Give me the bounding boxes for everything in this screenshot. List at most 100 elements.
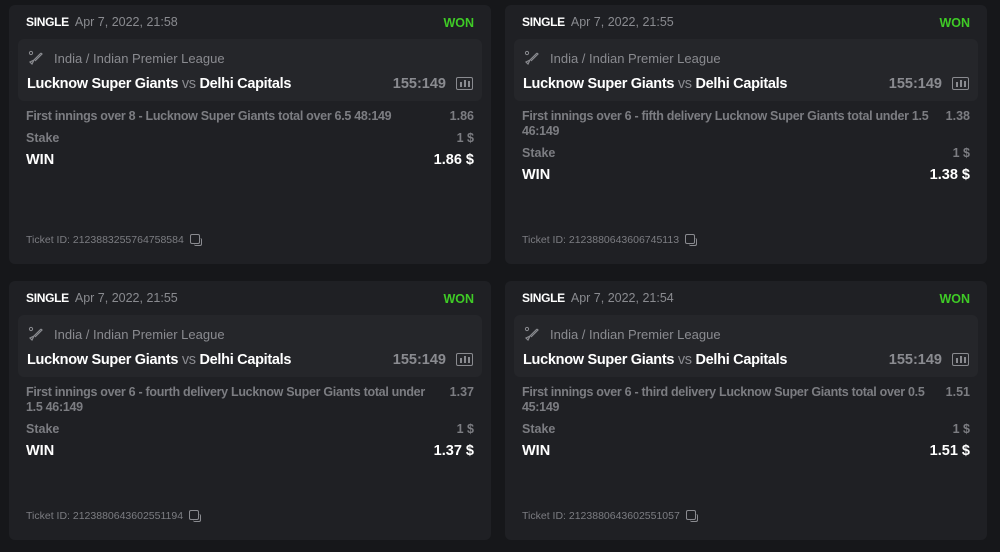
bet-type: SINGLE (26, 15, 69, 29)
league-name: India / Indian Premier League (54, 327, 225, 342)
win-row: WIN 1.37 $ (26, 443, 474, 459)
league-name: India / Indian Premier League (54, 51, 225, 66)
match-score: 155:149 (392, 76, 446, 92)
vs-label: vs (677, 76, 692, 92)
copy-icon[interactable] (189, 510, 202, 522)
bet-card: SINGLE Apr 7, 2022, 21:58 WON India / Ind… (9, 5, 491, 264)
cricket-icon (524, 50, 539, 66)
stats-icon[interactable] (952, 77, 969, 90)
home-team: Lucknow Super Giants (27, 352, 179, 368)
bet-market: First innings over 6 - third delivery Lu… (522, 385, 925, 414)
cricket-icon (28, 50, 43, 66)
status-badge: WON (939, 292, 970, 306)
bet-odds: 1.38 (945, 109, 970, 123)
ticket-id-text: Ticket ID: 2123880643602551057 (522, 510, 680, 522)
bet-type: SINGLE (522, 291, 565, 305)
win-value: 1.86 $ (433, 152, 474, 168)
bet-market: First innings over 8 - Lucknow Super Gia… (26, 109, 392, 123)
bet-card: SINGLE Apr 7, 2022, 21:54 WON India / Ind… (505, 281, 987, 540)
bet-date: Apr 7, 2022, 21:54 (570, 291, 674, 305)
ticket-id-text: Ticket ID: 2123880643606745113 (522, 234, 680, 246)
status-badge: WON (443, 16, 474, 30)
vs-label: vs (181, 352, 196, 368)
stake-value: 1 $ (456, 131, 474, 145)
stats-icon[interactable] (952, 353, 969, 366)
win-label: WIN (522, 167, 551, 183)
home-team: Lucknow Super Giants (27, 76, 179, 92)
match-teams: Lucknow Super Giants vs Delhi Capitals (523, 352, 787, 368)
ticket-id: Ticket ID: 2123880643602551057 (522, 510, 698, 522)
stake-row: Stake 1 $ (26, 422, 474, 436)
home-team: Lucknow Super Giants (523, 352, 675, 368)
bet-odds: 1.51 (945, 385, 970, 399)
copy-icon[interactable] (189, 234, 202, 246)
event-box[interactable]: India / Indian Premier League Lucknow Su… (514, 315, 978, 377)
win-value: 1.38 $ (929, 167, 970, 183)
win-row: WIN 1.38 $ (522, 167, 970, 183)
stake-row: Stake 1 $ (26, 131, 474, 145)
bet-market: First innings over 6 - fifth delivery Lu… (522, 109, 929, 138)
bet-header: SINGLE Apr 7, 2022, 21:54 WON (522, 291, 970, 307)
away-team: Delhi Capitals (199, 76, 292, 92)
vs-label: vs (181, 76, 196, 92)
bet-date: Apr 7, 2022, 21:55 (570, 15, 674, 29)
match-score: 155:149 (888, 76, 942, 92)
league-name: India / Indian Premier League (550, 327, 721, 342)
league-name: India / Indian Premier League (550, 51, 721, 66)
away-team: Delhi Capitals (695, 76, 788, 92)
stake-label: Stake (522, 422, 556, 436)
stake-value: 1 $ (952, 146, 970, 160)
stake-label: Stake (26, 422, 60, 436)
bet-odds: 1.86 (449, 109, 474, 123)
win-row: WIN 1.86 $ (26, 152, 474, 168)
bet-type: SINGLE (522, 15, 565, 29)
ticket-id: Ticket ID: 2123880643602551194 (26, 510, 202, 522)
match-score: 155:149 (888, 352, 942, 368)
cricket-icon (524, 326, 539, 342)
bet-header: SINGLE Apr 7, 2022, 21:55 WON (522, 15, 970, 31)
vs-label: vs (677, 352, 692, 368)
stake-label: Stake (26, 131, 60, 145)
stake-row: Stake 1 $ (522, 422, 970, 436)
win-label: WIN (26, 443, 55, 459)
event-box[interactable]: India / Indian Premier League Lucknow Su… (18, 315, 482, 377)
win-label: WIN (522, 443, 551, 459)
home-team: Lucknow Super Giants (523, 76, 675, 92)
ticket-id: Ticket ID: 2123883255764758584 (26, 234, 202, 246)
copy-icon[interactable] (685, 234, 698, 246)
win-row: WIN 1.51 $ (522, 443, 970, 459)
ticket-id-text: Ticket ID: 2123883255764758584 (26, 234, 184, 246)
bet-header: SINGLE Apr 7, 2022, 21:55 WON (26, 291, 474, 307)
stake-row: Stake 1 $ (522, 146, 970, 160)
stake-value: 1 $ (952, 422, 970, 436)
status-badge: WON (443, 292, 474, 306)
cricket-icon (28, 326, 43, 342)
bet-card: SINGLE Apr 7, 2022, 21:55 WON India / Ind… (505, 5, 987, 264)
bet-odds: 1.37 (449, 385, 474, 399)
stats-icon[interactable] (456, 77, 473, 90)
match-score: 155:149 (392, 352, 446, 368)
event-box[interactable]: India / Indian Premier League Lucknow Su… (18, 39, 482, 101)
event-box[interactable]: India / Indian Premier League Lucknow Su… (514, 39, 978, 101)
bet-market: First innings over 6 - fourth delivery L… (26, 385, 425, 414)
bet-card: SINGLE Apr 7, 2022, 21:55 WON India / Ind… (9, 281, 491, 540)
win-value: 1.51 $ (929, 443, 970, 459)
win-label: WIN (26, 152, 55, 168)
stats-icon[interactable] (456, 353, 473, 366)
match-teams: Lucknow Super Giants vs Delhi Capitals (27, 352, 291, 368)
away-team: Delhi Capitals (695, 352, 788, 368)
status-badge: WON (939, 16, 970, 30)
ticket-id: Ticket ID: 2123880643606745113 (522, 234, 698, 246)
stake-value: 1 $ (456, 422, 474, 436)
ticket-id-text: Ticket ID: 2123880643602551194 (26, 510, 184, 522)
stake-label: Stake (522, 146, 556, 160)
match-teams: Lucknow Super Giants vs Delhi Capitals (523, 76, 787, 92)
copy-icon[interactable] (685, 510, 698, 522)
bet-header: SINGLE Apr 7, 2022, 21:58 WON (26, 15, 474, 31)
win-value: 1.37 $ (433, 443, 474, 459)
match-teams: Lucknow Super Giants vs Delhi Capitals (27, 76, 291, 92)
bet-date: Apr 7, 2022, 21:55 (74, 291, 178, 305)
away-team: Delhi Capitals (199, 352, 292, 368)
bet-date: Apr 7, 2022, 21:58 (74, 15, 178, 29)
bet-type: SINGLE (26, 291, 69, 305)
